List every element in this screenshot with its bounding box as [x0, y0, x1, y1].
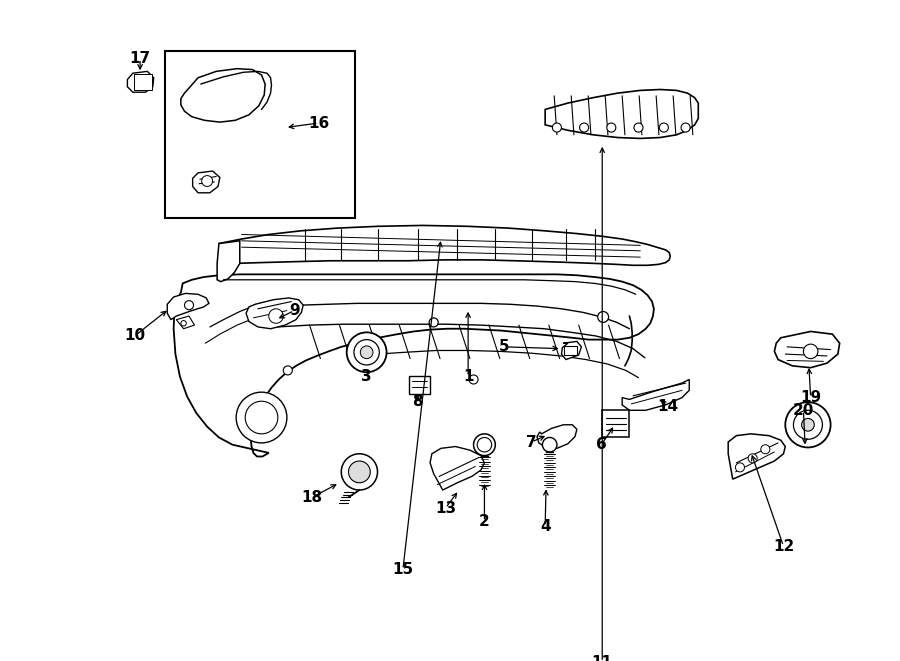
Text: 19: 19 [800, 390, 821, 405]
Circle shape [346, 332, 387, 372]
Polygon shape [774, 331, 840, 368]
Text: 3: 3 [361, 369, 372, 384]
Circle shape [245, 401, 278, 434]
Circle shape [543, 438, 557, 452]
Circle shape [236, 392, 287, 443]
Text: 20: 20 [793, 403, 814, 418]
Polygon shape [246, 298, 303, 329]
Bar [165, 50, 355, 218]
Circle shape [341, 454, 377, 490]
Polygon shape [128, 71, 154, 93]
Circle shape [607, 123, 616, 132]
Circle shape [184, 301, 194, 310]
Polygon shape [193, 171, 220, 193]
Polygon shape [545, 89, 698, 138]
Polygon shape [217, 241, 239, 282]
Circle shape [136, 77, 147, 88]
Polygon shape [537, 425, 577, 448]
Circle shape [181, 321, 186, 326]
Text: 17: 17 [130, 51, 150, 66]
Text: 12: 12 [773, 539, 794, 554]
Circle shape [580, 123, 589, 132]
Text: 14: 14 [657, 399, 678, 414]
Circle shape [804, 344, 818, 359]
Polygon shape [602, 410, 629, 438]
Text: 18: 18 [302, 490, 323, 505]
Circle shape [477, 438, 491, 452]
Circle shape [553, 123, 562, 132]
Circle shape [429, 318, 438, 327]
Text: 1: 1 [463, 369, 473, 384]
Circle shape [760, 445, 770, 454]
Circle shape [354, 340, 379, 365]
Circle shape [202, 176, 212, 186]
Circle shape [634, 123, 643, 132]
Circle shape [598, 311, 608, 323]
Text: 13: 13 [435, 500, 456, 516]
Circle shape [735, 463, 744, 472]
Polygon shape [176, 316, 194, 329]
Circle shape [681, 123, 690, 132]
Polygon shape [728, 434, 786, 479]
Circle shape [786, 402, 831, 447]
Text: 4: 4 [540, 519, 551, 534]
Circle shape [284, 366, 292, 375]
Circle shape [794, 410, 823, 440]
Circle shape [473, 434, 495, 455]
Polygon shape [174, 274, 654, 457]
Polygon shape [562, 342, 581, 360]
Polygon shape [219, 225, 670, 265]
Circle shape [360, 346, 373, 359]
Circle shape [274, 311, 285, 321]
Bar [134, 74, 152, 91]
Circle shape [348, 461, 370, 483]
Text: 7: 7 [526, 434, 537, 449]
Circle shape [748, 454, 757, 463]
Text: 5: 5 [500, 339, 509, 354]
Text: 8: 8 [412, 394, 423, 408]
Polygon shape [167, 293, 209, 320]
Text: 9: 9 [289, 303, 300, 318]
Circle shape [802, 418, 814, 431]
Text: 10: 10 [124, 329, 145, 344]
Text: 15: 15 [392, 563, 413, 577]
Bar [564, 346, 577, 355]
Polygon shape [181, 69, 266, 122]
Polygon shape [410, 376, 430, 394]
Text: 6: 6 [596, 437, 607, 452]
Text: 11: 11 [591, 654, 613, 661]
Polygon shape [622, 379, 689, 410]
Polygon shape [430, 447, 484, 490]
Text: 16: 16 [308, 116, 329, 130]
Circle shape [660, 123, 669, 132]
Circle shape [469, 375, 478, 384]
Text: 2: 2 [479, 514, 490, 529]
Circle shape [269, 309, 284, 323]
